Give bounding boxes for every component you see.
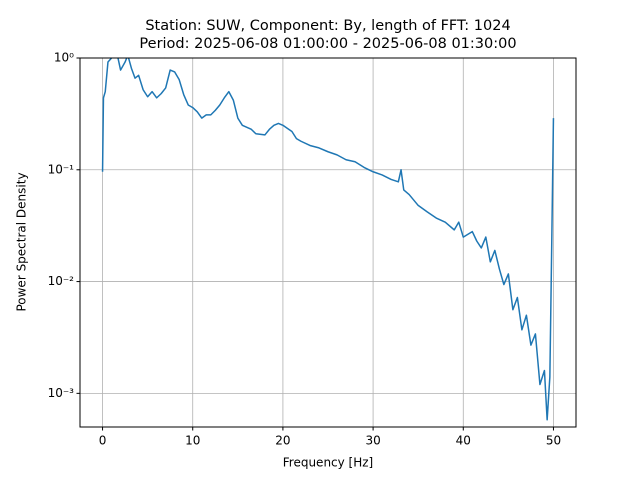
x-tick-label: 50 xyxy=(546,434,561,448)
x-tick-label: 30 xyxy=(365,434,380,448)
axes-frame xyxy=(79,57,577,428)
data-line xyxy=(101,58,555,421)
x-tick-label: 40 xyxy=(456,434,471,448)
y-axis-label: Power Spectral Density xyxy=(15,172,29,311)
plot-area xyxy=(101,58,555,421)
x-tick-label: 20 xyxy=(275,434,290,448)
y-tick-label: 10⁰ xyxy=(54,51,74,65)
ticks: 0 10 20 30 40 50 10⁰ 10⁻¹ 10⁻² 10⁻³ xyxy=(48,51,562,448)
x-axis-label: Frequency [Hz] xyxy=(283,456,374,470)
grid xyxy=(80,57,576,427)
chart-title: Station: SUW, Component: By, length of F… xyxy=(145,18,510,34)
y-tick-label: 10⁻² xyxy=(48,274,75,288)
x-tick-label: 0 xyxy=(99,434,107,448)
x-tick-label: 10 xyxy=(185,434,200,448)
y-tick-label: 10⁻¹ xyxy=(48,162,75,176)
chart-subtitle: Period: 2025-06-08 01:00:00 - 2025-06-08… xyxy=(139,36,516,52)
y-tick-label: 10⁻³ xyxy=(48,386,75,400)
